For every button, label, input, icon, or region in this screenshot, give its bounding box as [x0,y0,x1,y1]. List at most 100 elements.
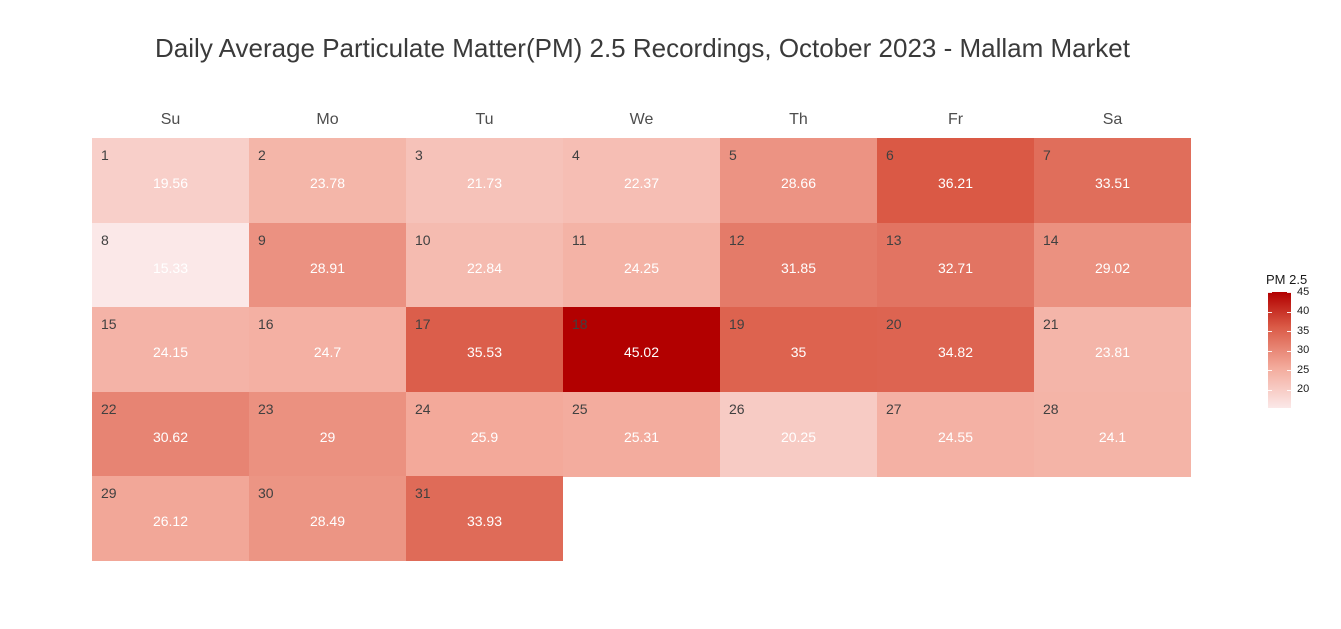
data-value-label: 28.66 [780,175,817,191]
heatmap-cell: 24 25.9 [406,391,563,477]
legend-tick-mark [1287,389,1291,391]
legend-tick-mark [1268,389,1272,391]
data-value-label: 22.84 [466,259,503,276]
legend-tick-label: 35 [1297,324,1310,337]
weekday-label: Th [789,111,808,128]
data-value-label: 25.9 [470,428,499,445]
day-number-label: 2 [258,147,266,163]
data-value-label: 29 [319,428,336,445]
chart-title: Daily Average Particulate Matter(PM) 2.5… [155,33,1130,63]
data-value-label: 24.25 [623,259,660,276]
heatmap-cell: 10 22.84 [406,222,563,308]
day-number-label: 17 [415,316,431,332]
day-number-label: 9 [258,231,266,248]
legend-tick-mark [1287,350,1291,352]
day-number-label: 19 [729,316,745,332]
legend-tick-mark [1287,370,1291,372]
heatmap-cell: 2 23.78 [249,138,406,223]
data-value-label: 28.49 [309,513,346,529]
day-number-label: 16 [258,316,274,332]
data-value-label: 31.85 [780,259,817,276]
data-value-label: 15.33 [152,259,189,276]
legend-tick-mark [1268,350,1272,352]
day-number-label: 23 [258,400,274,417]
day-number-label: 12 [729,231,745,248]
weekday-label: Sa [1102,111,1123,128]
day-number-label: 27 [886,400,902,417]
day-number-label: 15 [101,316,117,332]
legend-tick-mark [1268,370,1272,372]
day-number-label: 22 [101,400,117,417]
day-number-label: 13 [886,231,902,248]
data-value-label: 24.15 [152,344,189,360]
day-number-label: 5 [729,147,737,163]
day-number-label: 20 [886,316,902,332]
heatmap-cell: 13 32.71 [877,222,1034,308]
heatmap-cell: 12 31.85 [720,222,877,308]
day-number-label: 31 [415,485,431,501]
data-value-label: 21.73 [466,175,503,191]
legend-tick-mark [1287,311,1291,313]
heatmap-cell: 18 45.02 [563,307,720,392]
heatmap-cell: 8 15.33 [92,222,249,308]
data-value-label: 36.21 [937,175,974,191]
weekday-label: We [629,111,654,128]
heatmap-cell: 17 35.53 [406,307,563,392]
legend-tick-mark [1268,331,1272,333]
data-value-label: 34.82 [937,344,974,360]
heatmap-cell: 14 29.02 [1034,222,1191,308]
day-number-label: 29 [101,485,117,501]
day-number-label: 28 [1043,400,1059,417]
heatmap-cell: 7 33.51 [1034,138,1191,223]
day-number-label: 11 [572,231,587,248]
data-value-label: 19.56 [152,175,189,191]
day-number-label: 24 [415,400,431,417]
heatmap-cell: 11 24.25 [563,222,720,308]
data-value-label: 33.51 [1094,175,1131,191]
weekday-label: Tu [475,111,494,128]
data-value-label: 24.55 [937,428,974,445]
data-value-label: 45.02 [623,344,660,360]
data-value-label: 30.62 [152,428,189,445]
legend-tick-mark [1287,331,1291,333]
data-value-label: 29.02 [1094,259,1131,276]
heatmap-cell: 16 24.7 [249,307,406,392]
heatmap-cell: 5 28.66 [720,138,877,223]
heatmap-cell: 30 28.49 [249,476,406,561]
heatmap-cell: 15 24.15 [92,307,249,392]
heatmap-cell: 21 23.81 [1034,307,1191,392]
heatmap-cell: 26 20.25 [720,391,877,477]
weekday-label: Su [160,111,181,128]
weekday-label: Mo [316,111,339,128]
data-value-label: 23.81 [1094,344,1131,360]
heatmap-cell: 6 36.21 [877,138,1034,223]
data-value-label: 35 [790,344,807,360]
heatmap-cell: 22 30.62 [92,391,249,477]
data-value-label: 26.12 [152,513,189,529]
legend-color-bar [1268,292,1291,408]
data-value-label: 25.31 [623,428,660,445]
heatmap-cell: 4 22.37 [563,138,720,223]
day-number-label: 26 [729,400,745,417]
legend-tick-mark [1268,292,1272,294]
heatmap-cell: 31 33.93 [406,476,563,561]
legend-tick-mark [1287,292,1291,294]
data-value-label: 20.25 [780,428,817,445]
day-number-label: 8 [101,231,109,248]
legend-tick-label: 45 [1297,285,1310,298]
data-value-label: 32.71 [937,259,974,276]
legend-tick-label: 20 [1297,383,1310,396]
heatmap-cell: 9 28.91 [249,222,406,308]
data-value-label: 28.91 [309,259,346,276]
heatmap-cell: 20 34.82 [877,307,1034,392]
day-number-label: 7 [1043,147,1051,163]
heatmap-cell: 28 24.1 [1034,391,1191,477]
day-number-label: 4 [572,147,580,163]
day-number-label: 21 [1043,316,1059,332]
day-number-label: 3 [415,147,423,163]
heatmap-cell: 23 29 [249,391,406,477]
legend-tick-label: 25 [1297,363,1310,376]
heatmap-cell: 1 19.56 [92,138,249,223]
legend-tick-label: 30 [1297,344,1310,357]
day-number-label: 25 [572,400,588,417]
